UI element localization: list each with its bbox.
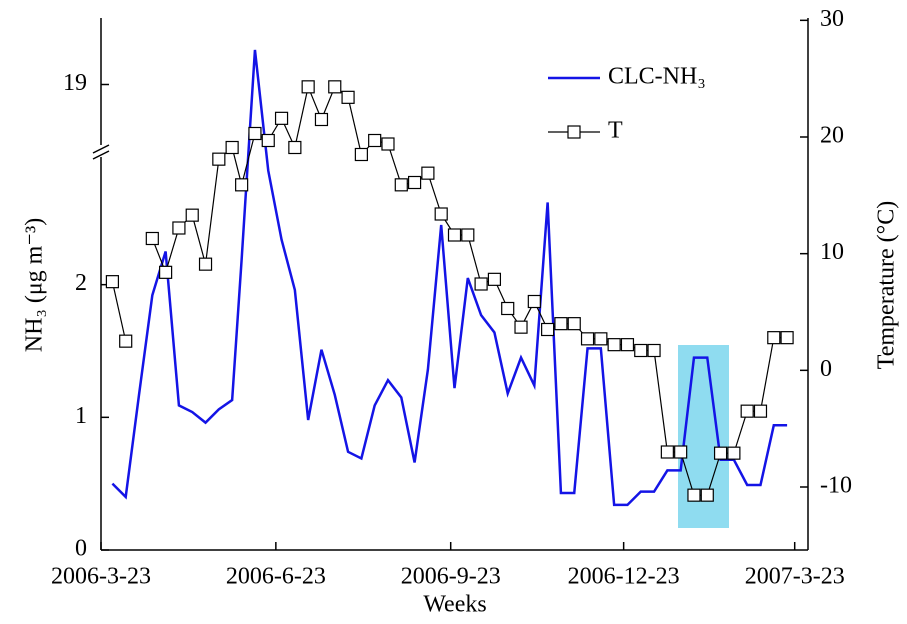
y-tick-label: 19 bbox=[63, 70, 87, 96]
x-tick-label: 2006-12-23 bbox=[568, 564, 680, 590]
y-tick-label: 1 bbox=[75, 403, 87, 429]
marker bbox=[407, 175, 422, 190]
marker bbox=[381, 137, 395, 151]
marker bbox=[767, 331, 781, 345]
marker bbox=[301, 80, 315, 94]
marker bbox=[145, 231, 159, 246]
marker bbox=[660, 445, 674, 459]
marker bbox=[235, 178, 249, 192]
axis-break bbox=[92, 144, 110, 154]
marker bbox=[274, 111, 289, 125]
x-axis-title: Weeks bbox=[423, 592, 486, 618]
legend-marker bbox=[567, 125, 581, 139]
y-tick-label: 2 bbox=[75, 270, 87, 296]
marker bbox=[620, 338, 635, 352]
marker bbox=[119, 334, 133, 348]
marker bbox=[594, 332, 608, 346]
x-tick-label: 2007-3-23 bbox=[745, 564, 845, 590]
y-tick-label: 0 bbox=[75, 536, 87, 562]
marker bbox=[341, 90, 355, 104]
marker bbox=[261, 133, 275, 148]
marker bbox=[105, 275, 120, 289]
marker bbox=[580, 332, 595, 346]
marker bbox=[780, 331, 794, 345]
marker bbox=[225, 140, 239, 155]
y2-tick-label: 20 bbox=[820, 123, 844, 149]
marker bbox=[607, 338, 621, 352]
y-axis-title: NH₃ (μg m⁻³) bbox=[22, 218, 48, 352]
marker bbox=[554, 317, 568, 331]
marker bbox=[727, 446, 741, 460]
series-line bbox=[111, 49, 788, 507]
y2-axis-title: Temperature (°C) bbox=[874, 201, 900, 370]
marker bbox=[288, 140, 302, 155]
x-tick-label: 2006-6-23 bbox=[226, 564, 326, 590]
marker bbox=[487, 272, 502, 286]
marker bbox=[541, 322, 555, 337]
marker bbox=[354, 147, 368, 162]
marker bbox=[713, 446, 728, 460]
y2-tick-label: 0 bbox=[820, 356, 832, 382]
legend-label: T bbox=[608, 118, 623, 144]
y2-tick-label: 30 bbox=[820, 6, 844, 32]
marker bbox=[501, 301, 515, 316]
marker bbox=[634, 343, 648, 358]
marker bbox=[159, 265, 173, 279]
marker bbox=[172, 221, 186, 235]
x-tick-label: 2006-3-23 bbox=[51, 564, 151, 590]
marker bbox=[647, 343, 661, 358]
marker bbox=[248, 126, 262, 141]
marker bbox=[434, 207, 448, 221]
marker bbox=[567, 317, 581, 331]
marker bbox=[687, 488, 701, 502]
marker bbox=[447, 228, 462, 242]
marker bbox=[368, 133, 382, 148]
marker bbox=[328, 80, 342, 94]
x-tick-label: 2006-9-23 bbox=[401, 564, 501, 590]
marker bbox=[700, 488, 714, 502]
axis-break bbox=[92, 150, 110, 160]
marker bbox=[212, 152, 226, 166]
marker bbox=[514, 320, 528, 334]
marker bbox=[198, 257, 213, 271]
marker bbox=[314, 112, 329, 127]
y2-tick-label: -10 bbox=[820, 473, 852, 499]
marker bbox=[474, 277, 488, 291]
marker bbox=[185, 208, 199, 222]
marker bbox=[394, 178, 408, 192]
marker bbox=[461, 228, 475, 242]
marker bbox=[674, 445, 688, 459]
marker bbox=[740, 404, 754, 418]
marker bbox=[753, 404, 768, 418]
legend-label: CLC-NH₃ bbox=[608, 64, 706, 90]
y2-tick-label: 10 bbox=[820, 239, 844, 265]
marker bbox=[421, 166, 435, 180]
marker bbox=[527, 294, 541, 309]
